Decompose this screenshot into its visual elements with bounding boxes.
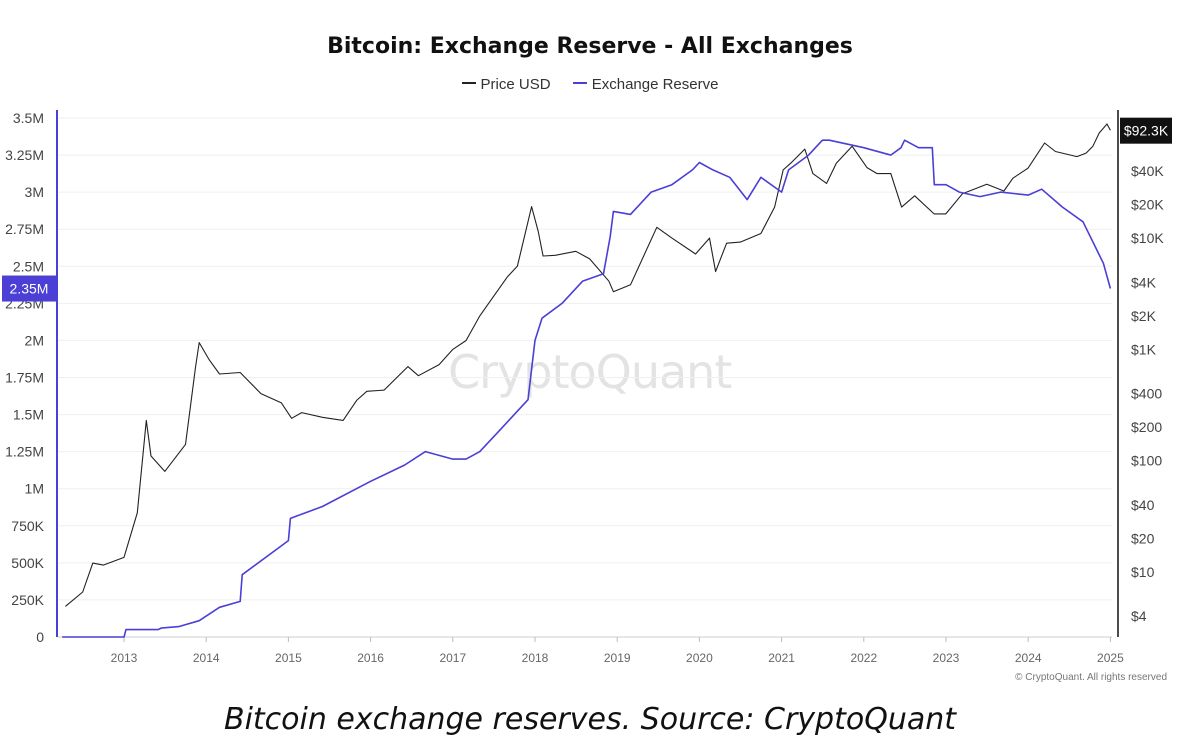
price-current-value-tag bbox=[1120, 117, 1172, 144]
y-left-tick-label: 2.5M bbox=[13, 258, 44, 274]
y-left-tick-label: 1M bbox=[25, 481, 44, 497]
x-tick-label: 2020 bbox=[686, 651, 713, 665]
y-left-tick-label: 2.75M bbox=[5, 221, 44, 237]
y-right-tick-label: $4K bbox=[1131, 274, 1157, 290]
price-current-value-label: $92.3K bbox=[1124, 123, 1169, 139]
y-right-tick-label: $40 bbox=[1131, 497, 1155, 513]
reserve-current-value-label: 2.35M bbox=[10, 281, 49, 297]
legend-label-price: Price USD bbox=[480, 76, 551, 93]
legend-swatch-exchange-reserve bbox=[572, 82, 587, 85]
x-tick-label: 2018 bbox=[522, 651, 549, 665]
y-left-tick-label: 1.75M bbox=[5, 370, 44, 386]
legend-item-price[interactable]: Price USD bbox=[461, 76, 551, 93]
y-left-tick-label: 750K bbox=[11, 518, 44, 534]
y-left-tick-label: 1.25M bbox=[5, 444, 44, 460]
legend: Price USD Exchange Reserve bbox=[0, 76, 1180, 93]
copyright-notice: © CryptoQuant. All rights reserved bbox=[1015, 672, 1167, 683]
y-right-tick-label: $20K bbox=[1131, 197, 1164, 213]
y-left-tick-label: 3.25M bbox=[5, 147, 44, 163]
x-tick-label: 2021 bbox=[768, 651, 795, 665]
y-left-tick-label: 2M bbox=[25, 332, 44, 348]
x-tick-label: 2017 bbox=[439, 651, 466, 665]
exchange-reserve-line bbox=[62, 139, 1112, 638]
x-tick-label: 2014 bbox=[193, 651, 220, 665]
legend-label-exchange-reserve: Exchange Reserve bbox=[591, 76, 719, 93]
watermark: CryptoQuant bbox=[448, 345, 732, 399]
price-usd-line bbox=[65, 123, 1111, 607]
y-right-tick-label: $200 bbox=[1131, 419, 1162, 435]
x-tick-label: 2013 bbox=[111, 651, 138, 665]
y-left-tick-label: 500K bbox=[11, 555, 44, 571]
y-right-tick-label: $1K bbox=[1131, 341, 1157, 357]
image-caption: Bitcoin exchange reserves. Source: Crypt… bbox=[223, 702, 956, 737]
chart-title: Bitcoin: Exchange Reserve - All Exchange… bbox=[327, 34, 853, 59]
y-left-tick-label: 0 bbox=[36, 629, 44, 645]
y-right-tick-label: $400 bbox=[1131, 386, 1162, 402]
y-right-tick-label: $40K bbox=[1131, 163, 1164, 179]
reserve-current-value-tag bbox=[2, 275, 56, 302]
x-tick-label: 2019 bbox=[604, 651, 631, 665]
x-tick-label: 2016 bbox=[357, 651, 384, 665]
y-right-tick-label: $4 bbox=[1131, 608, 1147, 624]
x-tick-label: 2025 bbox=[1097, 651, 1124, 665]
y-left-tick-label: 250K bbox=[11, 592, 44, 608]
y-left-tick-label: 3M bbox=[25, 184, 44, 200]
y-right-tick-label: $20 bbox=[1131, 530, 1155, 546]
y-right-tick-label: $2K bbox=[1131, 308, 1157, 324]
x-tick-label: 2023 bbox=[933, 651, 960, 665]
x-tick-label: 2024 bbox=[1015, 651, 1042, 665]
y-right-tick-label: $10K bbox=[1131, 230, 1164, 246]
y-left-tick-label: 3.5M bbox=[13, 110, 44, 126]
x-tick-label: 2022 bbox=[850, 651, 877, 665]
legend-swatch-price bbox=[461, 82, 476, 85]
y-left-tick-label: 1.5M bbox=[13, 407, 44, 423]
legend-item-exchange-reserve[interactable]: Exchange Reserve bbox=[572, 76, 719, 93]
y-right-tick-label: $100 bbox=[1131, 453, 1162, 469]
x-tick-label: 2015 bbox=[275, 651, 302, 665]
y-right-tick-label: $10 bbox=[1131, 564, 1155, 580]
